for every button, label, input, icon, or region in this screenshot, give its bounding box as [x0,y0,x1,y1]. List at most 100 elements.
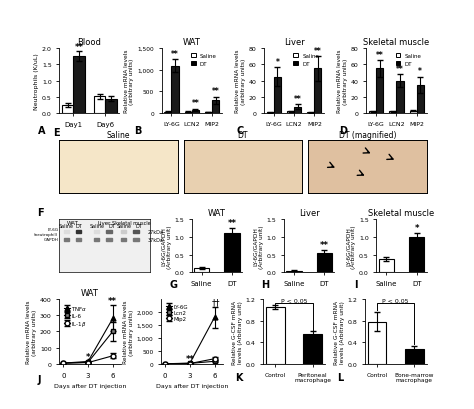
Bar [224,234,240,273]
Bar [287,112,294,114]
Text: B: B [135,125,142,135]
Text: Saline: Saline [59,224,74,229]
Bar [405,349,424,364]
Bar [93,238,99,241]
Bar [73,57,84,114]
Bar [266,307,284,364]
Text: C: C [237,125,244,135]
X-axis label: Days after DT injection: Days after DT injection [54,383,126,388]
Legend: LY-6G, Lcn2, Mip2: LY-6G, Lcn2, Mip2 [164,302,190,324]
Text: *: * [86,352,91,361]
Bar [75,238,81,241]
Text: A: A [38,125,46,135]
Bar [164,112,172,114]
Bar [105,99,117,114]
Y-axis label: Relative G-CSF mRNA
levels (Arbitrary unit): Relative G-CSF mRNA levels (Arbitrary un… [334,300,345,364]
Y-axis label: LY-6G/GAPDH
(Arbitrary unit): LY-6G/GAPDH (Arbitrary unit) [346,225,356,268]
Bar [409,238,424,273]
Title: WAT: WAT [208,209,226,218]
Bar [192,111,199,114]
Text: Skeletal muscle: Skeletal muscle [112,220,151,225]
Text: DT: DT [76,224,82,229]
Bar [94,97,105,114]
Text: DT: DT [136,224,142,229]
Text: D: D [339,125,347,135]
Bar [286,271,301,273]
Bar [267,113,274,114]
Bar [410,111,417,114]
Text: P < 0.05: P < 0.05 [281,298,307,303]
Y-axis label: Relative G-CSF mRNA
levels (Arbitrary unit): Relative G-CSF mRNA levels (Arbitrary un… [232,300,243,364]
Text: **: ** [376,51,383,60]
Text: **: ** [108,296,117,305]
Text: **: ** [314,47,322,56]
Text: Liver: Liver [98,220,111,225]
Title: Blood: Blood [77,38,101,47]
Bar [106,238,112,241]
Bar [376,69,383,114]
Legend: Saline, DT: Saline, DT [393,52,424,69]
Text: **: ** [396,65,404,74]
Text: P < 0.05: P < 0.05 [383,298,409,303]
Text: **: ** [191,99,199,108]
Bar [64,238,69,241]
Bar [106,230,112,233]
Text: H: H [262,280,270,290]
Title: Liver: Liver [299,209,319,218]
Legend: TNF$\alpha$, IL-6, IL-1$\beta$: TNF$\alpha$, IL-6, IL-1$\beta$ [62,302,90,330]
Bar [75,230,81,233]
Bar [368,322,386,364]
Text: **: ** [185,354,194,363]
Text: *: * [275,58,279,67]
Text: I: I [354,280,357,290]
Text: L: L [337,372,343,382]
Title: Skeletal muscle: Skeletal muscle [368,209,435,218]
Y-axis label: Neutrophils (K/uL): Neutrophils (K/uL) [34,53,39,110]
Bar [390,112,396,114]
Text: 37kDa: 37kDa [148,237,164,242]
Text: J: J [37,374,41,384]
Y-axis label: Relative mRNA levels
(arbitrary units): Relative mRNA levels (arbitrary units) [235,50,246,113]
Text: Saline: Saline [90,224,105,229]
Text: **: ** [171,49,179,58]
Bar [93,230,99,233]
Text: LY-6G
(neutrophil): LY-6G (neutrophil) [34,227,58,236]
Y-axis label: Relative mRNA levels
(arbitrary units): Relative mRNA levels (arbitrary units) [124,50,135,113]
Title: WAT: WAT [81,288,99,297]
Bar [121,238,126,241]
Bar [274,77,281,114]
Bar [212,101,219,114]
Text: E: E [53,128,60,138]
Title: DT (magnified): DT (magnified) [338,130,396,139]
Bar [369,112,376,114]
Bar [417,85,424,114]
Text: WAT: WAT [67,220,79,225]
Title: Skeletal muscle: Skeletal muscle [364,38,429,47]
Bar [133,230,139,233]
Bar [194,269,209,273]
Text: *: * [419,67,422,76]
Text: DT: DT [108,224,115,229]
Text: **: ** [320,240,329,249]
Bar [121,230,126,233]
Bar [294,107,301,114]
Bar [205,113,212,114]
Bar [172,66,179,114]
Legend: Saline, DT: Saline, DT [189,52,219,69]
Title: DT: DT [237,130,248,139]
Y-axis label: LY-6G/GAPDH
(Arbitrary unit): LY-6G/GAPDH (Arbitrary unit) [253,225,264,268]
Bar [185,112,192,114]
Text: F: F [36,208,43,218]
Text: *: * [414,223,419,232]
Text: Saline: Saline [117,224,132,229]
Bar [64,230,69,233]
Text: G: G [169,280,177,290]
Text: K: K [235,372,243,382]
Title: Saline: Saline [107,130,130,139]
Bar [317,253,332,273]
Bar [314,69,321,114]
Text: GAPDH: GAPDH [44,238,58,242]
Text: **: ** [212,87,219,96]
Bar [396,81,403,114]
Bar [379,259,394,273]
